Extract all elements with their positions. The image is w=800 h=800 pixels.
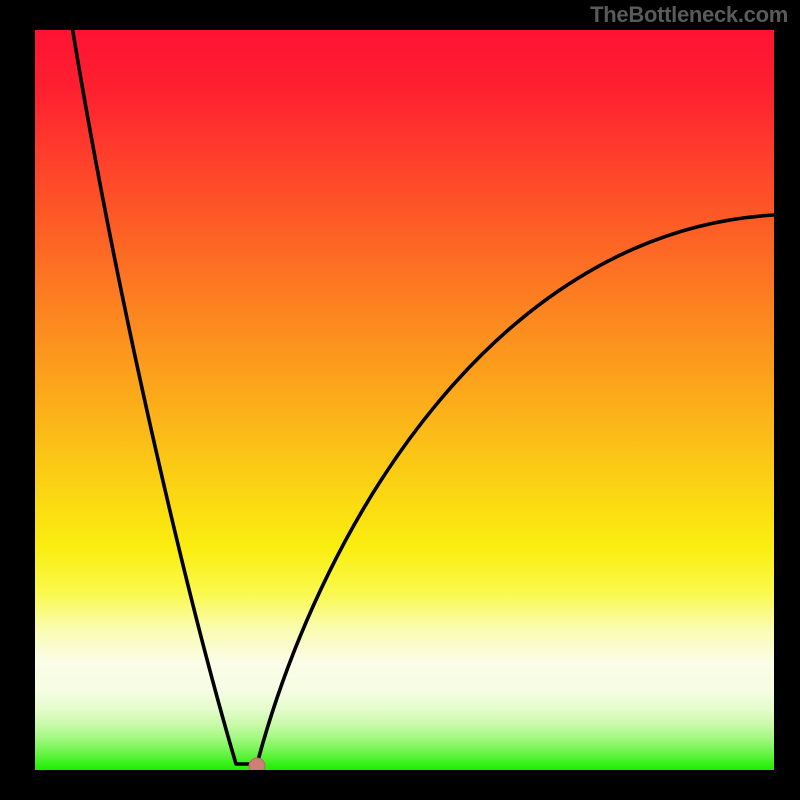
watermark-text: TheBottleneck.com [590, 2, 788, 28]
chart-plot-area [35, 30, 774, 770]
bottleneck-curve [35, 30, 774, 770]
optimum-marker [249, 758, 266, 770]
